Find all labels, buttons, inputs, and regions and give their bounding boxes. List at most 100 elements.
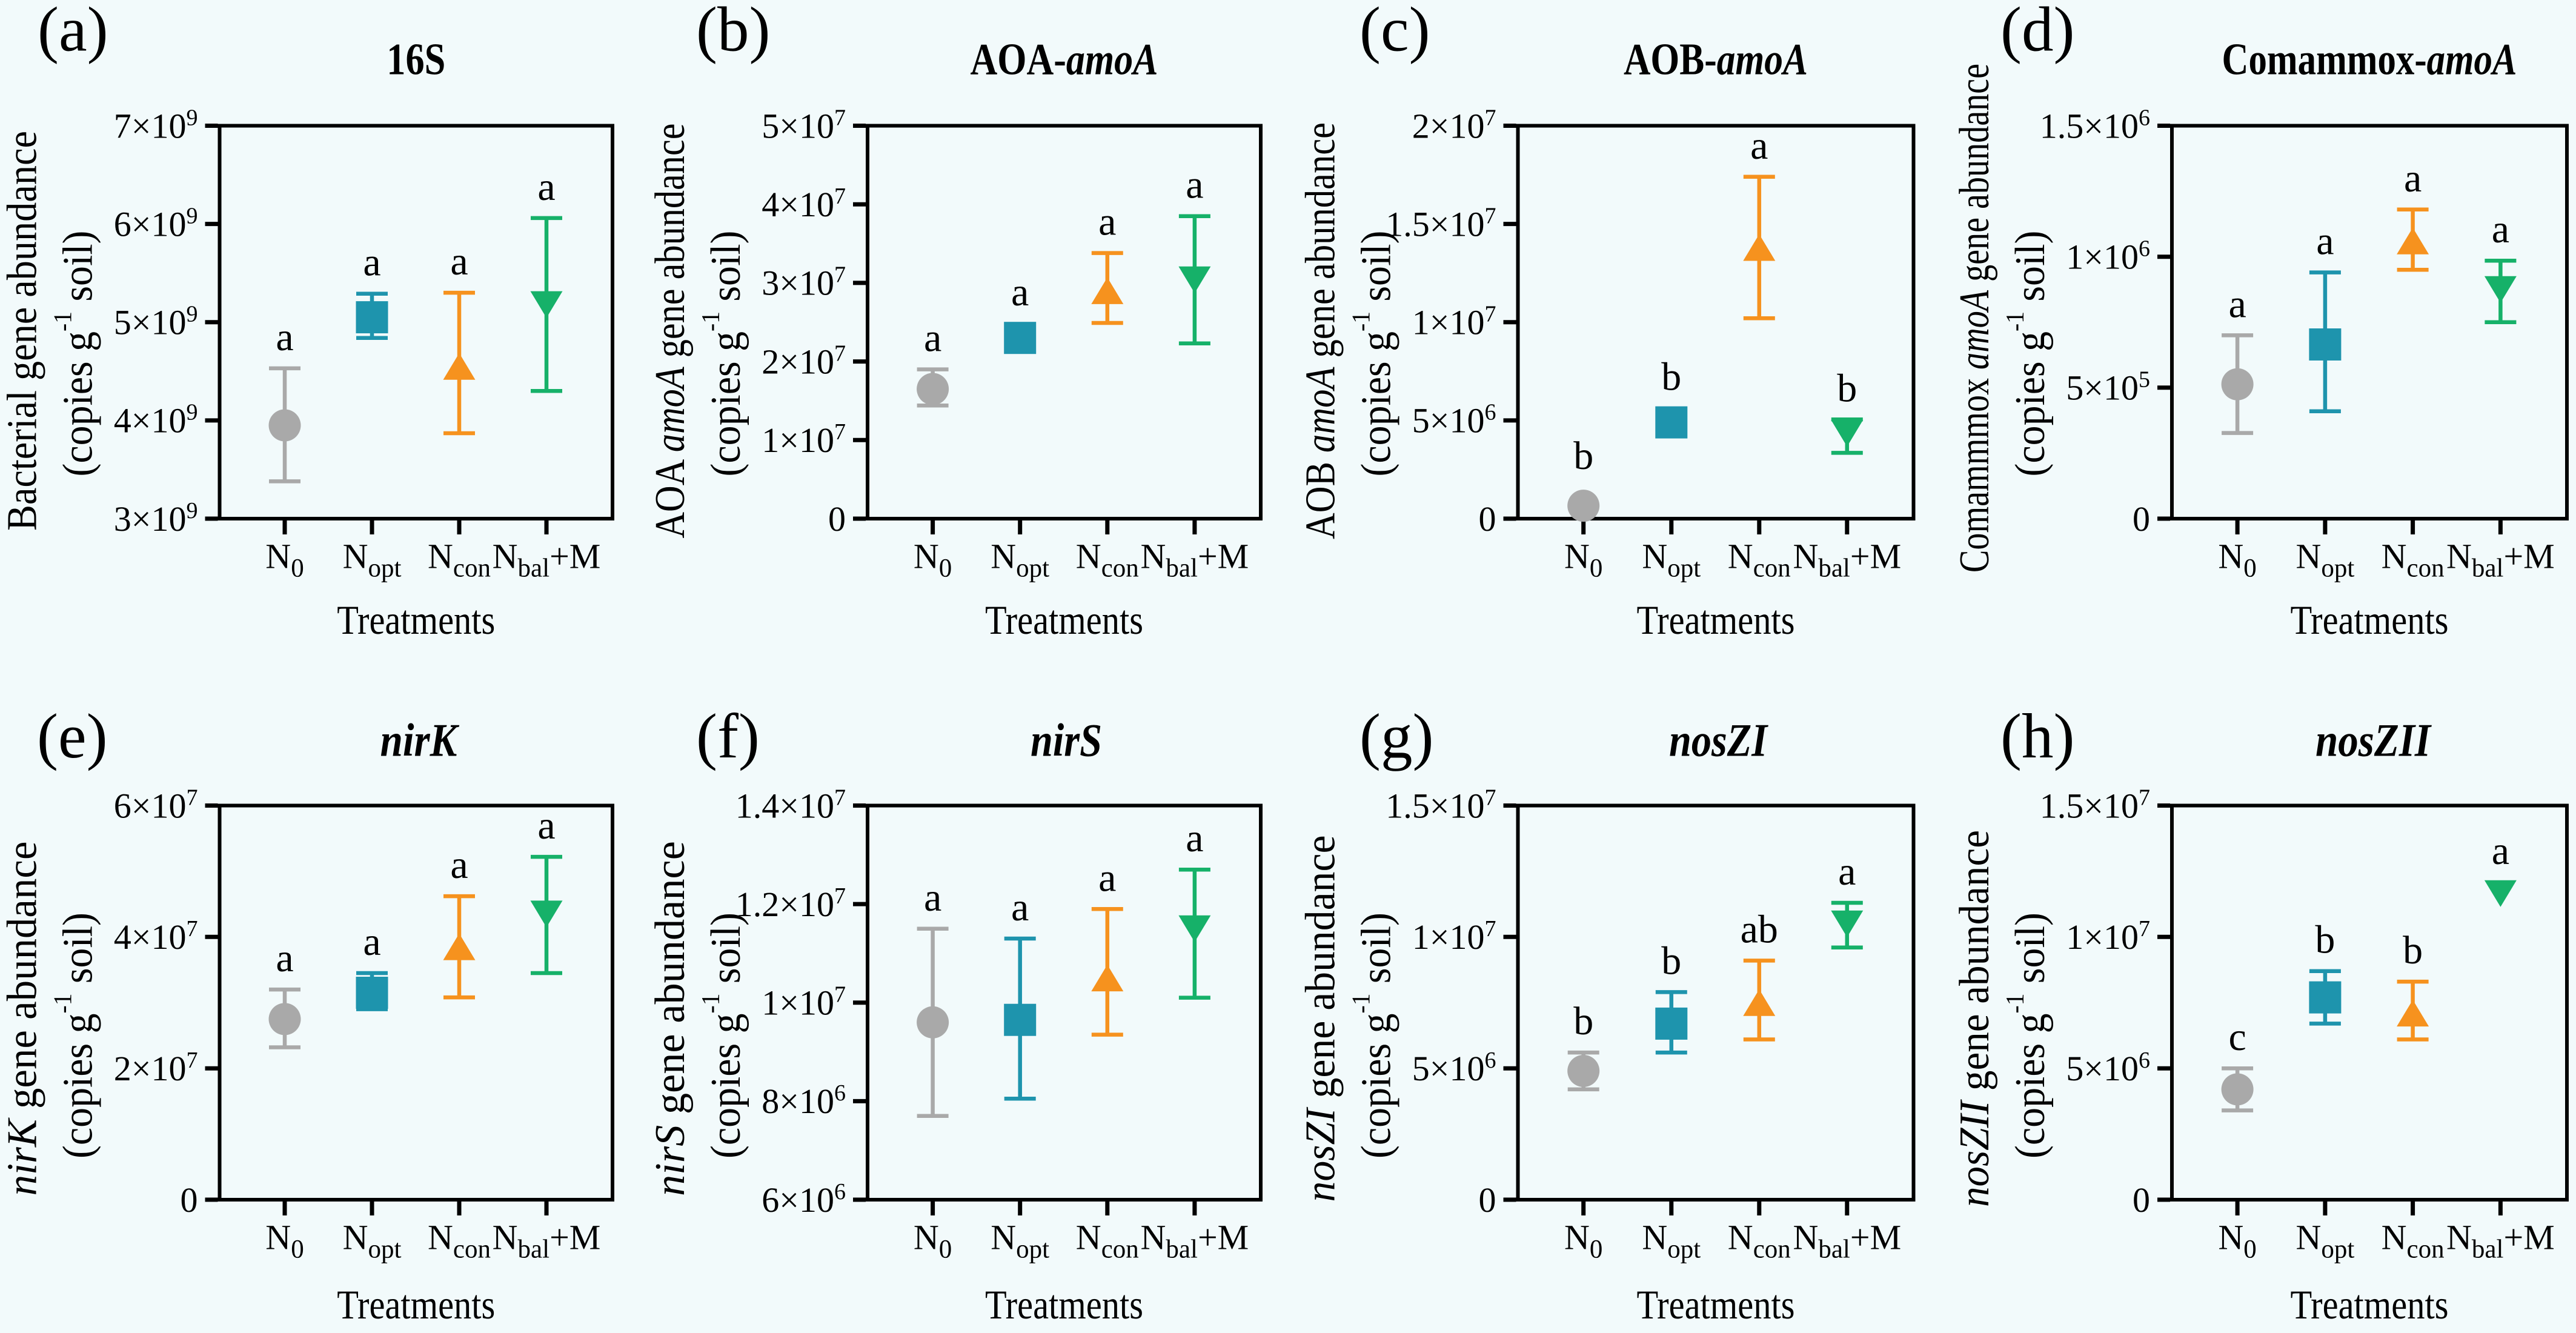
svg-text:AOB amoA gene abundance: AOB amoA gene abundance — [1298, 122, 1344, 539]
svg-text:AOA amoA gene abundance: AOA amoA gene abundance — [647, 124, 694, 539]
svg-text:Treatments: Treatments — [985, 1281, 1143, 1328]
svg-text:a: a — [537, 803, 555, 848]
svg-text:Treatments: Treatments — [337, 1281, 495, 1328]
svg-text:Treatments: Treatments — [1637, 597, 1795, 643]
svg-text:(f): (f) — [696, 700, 760, 771]
svg-text:N0: N0 — [914, 1218, 952, 1264]
svg-text:(d): (d) — [2000, 0, 2074, 65]
svg-text:6×106: 6×106 — [762, 1179, 846, 1220]
svg-text:(copies g-1 soil): (copies g-1 soil) — [697, 912, 749, 1158]
svg-text:6×107: 6×107 — [114, 785, 198, 825]
svg-text:a: a — [276, 315, 293, 359]
svg-text:(e): (e) — [37, 700, 108, 771]
svg-text:N0: N0 — [1564, 537, 1602, 583]
svg-text:7×109: 7×109 — [114, 105, 198, 145]
svg-text:a: a — [1750, 124, 1768, 168]
svg-text:b: b — [1573, 999, 1593, 1043]
svg-text:5×106: 5×106 — [2066, 1048, 2150, 1088]
svg-text:16S: 16S — [387, 35, 445, 84]
svg-text:a: a — [1011, 270, 1029, 314]
svg-text:Treatments: Treatments — [337, 597, 495, 643]
svg-text:1×107: 1×107 — [762, 419, 846, 460]
svg-text:nosZI: nosZI — [1669, 714, 1769, 766]
svg-text:b: b — [1837, 366, 1857, 410]
svg-text:(g): (g) — [1359, 700, 1433, 771]
svg-text:0: 0 — [2133, 1180, 2150, 1220]
svg-text:0: 0 — [1479, 499, 1496, 539]
svg-text:5×106: 5×106 — [1412, 1048, 1496, 1088]
svg-text:AOB-amoA: AOB-amoA — [1624, 35, 1808, 84]
svg-text:3×107: 3×107 — [762, 262, 846, 303]
svg-text:b: b — [1573, 434, 1593, 478]
svg-text:0: 0 — [1479, 1180, 1496, 1220]
svg-text:b: b — [2403, 928, 2423, 972]
svg-text:(copies g-1 soil): (copies g-1 soil) — [50, 912, 102, 1158]
svg-text:1×107: 1×107 — [1412, 916, 1496, 957]
svg-text:a: a — [1186, 816, 1203, 860]
svg-text:1.5×107: 1.5×107 — [1386, 203, 1496, 244]
svg-text:5×109: 5×109 — [114, 302, 198, 342]
svg-text:nosZII: nosZII — [2315, 714, 2432, 766]
svg-text:a: a — [1098, 200, 1116, 244]
svg-text:b: b — [2315, 918, 2335, 962]
svg-text:(copies g-1 soil): (copies g-1 soil) — [1348, 230, 1400, 476]
svg-text:Treatments: Treatments — [2291, 1281, 2449, 1328]
svg-text:1×107: 1×107 — [2066, 916, 2150, 957]
svg-text:4×107: 4×107 — [762, 184, 846, 224]
svg-text:nirS gene abundance: nirS gene abundance — [647, 841, 694, 1196]
svg-text:0: 0 — [828, 499, 846, 539]
svg-text:2×107: 2×107 — [114, 1048, 198, 1088]
svg-text:a: a — [450, 239, 468, 284]
svg-text:1×107: 1×107 — [762, 982, 846, 1023]
svg-text:a: a — [2492, 207, 2509, 251]
svg-text:a: a — [1186, 163, 1203, 207]
svg-text:b: b — [1661, 355, 1681, 399]
svg-text:nirK: nirK — [380, 714, 460, 766]
svg-text:8×106: 8×106 — [762, 1080, 846, 1121]
svg-text:a: a — [1098, 856, 1116, 900]
svg-text:3×109: 3×109 — [114, 498, 198, 539]
svg-text:Bacterial gene abundance: Bacterial gene abundance — [0, 131, 46, 531]
svg-text:a: a — [2492, 829, 2509, 873]
svg-text:5×107: 5×107 — [762, 105, 846, 145]
svg-text:nirK gene abundance: nirK gene abundance — [0, 842, 46, 1196]
svg-text:1.4×107: 1.4×107 — [735, 785, 846, 825]
svg-text:4×107: 4×107 — [114, 916, 198, 957]
svg-text:1.5×107: 1.5×107 — [2040, 785, 2150, 825]
svg-text:AOA-amoA: AOA-amoA — [971, 35, 1158, 84]
svg-text:5×105: 5×105 — [2066, 367, 2150, 408]
svg-text:a: a — [1011, 885, 1029, 929]
svg-text:a: a — [1838, 849, 1856, 894]
svg-text:(h): (h) — [2000, 700, 2074, 771]
svg-text:a: a — [276, 936, 293, 980]
svg-text:(b): (b) — [696, 0, 770, 65]
svg-text:nirS: nirS — [1031, 714, 1102, 766]
svg-text:1×107: 1×107 — [1412, 302, 1496, 342]
svg-text:(c): (c) — [1359, 0, 1430, 65]
svg-text:5×106: 5×106 — [1412, 400, 1496, 440]
svg-text:Treatments: Treatments — [2291, 597, 2449, 643]
svg-text:(copies g-1 soil): (copies g-1 soil) — [1348, 912, 1400, 1158]
svg-text:1.5×107: 1.5×107 — [1386, 785, 1496, 825]
svg-text:Comammmox amoA gene abundance: Comammmox amoA gene abundance — [1951, 64, 1998, 573]
svg-text:Treatments: Treatments — [1637, 1281, 1795, 1328]
svg-text:nosZII gene abundance: nosZII gene abundance — [1951, 830, 1998, 1207]
svg-text:a: a — [2404, 156, 2422, 201]
svg-text:a: a — [537, 165, 555, 209]
svg-text:2×107: 2×107 — [762, 341, 846, 381]
svg-text:Comammox-amoA: Comammox-amoA — [2222, 35, 2517, 84]
svg-text:a: a — [363, 920, 380, 964]
svg-text:(copies g-1 soil): (copies g-1 soil) — [2002, 912, 2054, 1158]
svg-text:6×109: 6×109 — [114, 203, 198, 244]
svg-text:0: 0 — [181, 1180, 198, 1220]
svg-text:0: 0 — [2133, 499, 2150, 539]
svg-text:1.5×106: 1.5×106 — [2040, 105, 2150, 145]
svg-text:c: c — [2228, 1015, 2246, 1059]
svg-text:(a): (a) — [38, 0, 108, 65]
svg-text:2×107: 2×107 — [1412, 105, 1496, 145]
svg-text:1×106: 1×106 — [2066, 236, 2150, 277]
svg-text:b: b — [1661, 939, 1681, 983]
svg-text:(copies g-1 soil): (copies g-1 soil) — [2002, 230, 2054, 476]
svg-text:ab: ab — [1741, 907, 1778, 951]
svg-text:a: a — [2316, 219, 2334, 264]
